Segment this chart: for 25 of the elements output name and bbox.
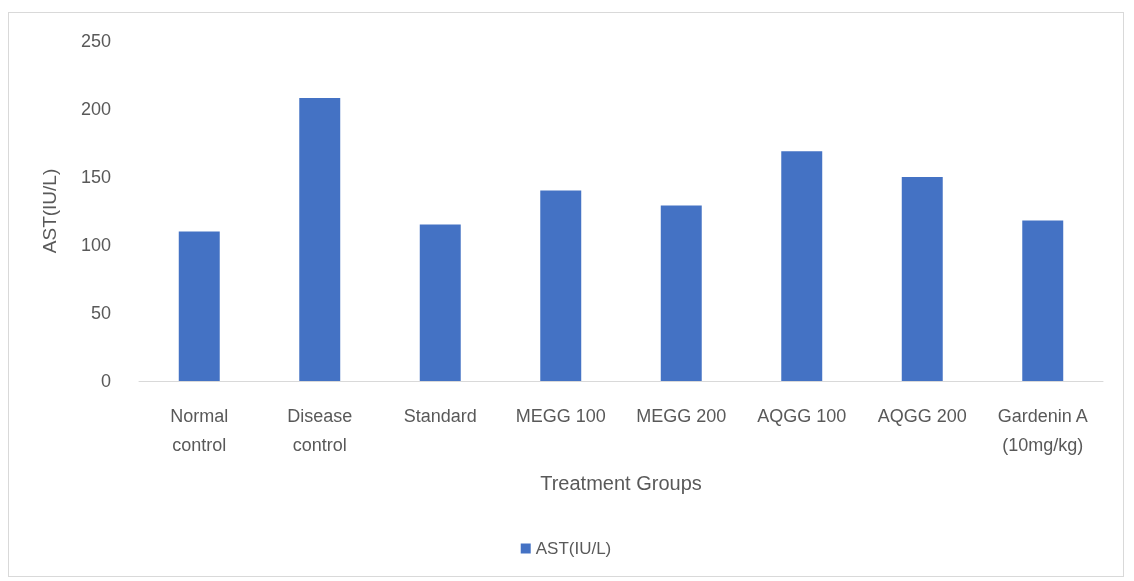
x-tick-label: MEGG 200 xyxy=(636,405,727,426)
y-tick-label: 200 xyxy=(80,99,111,119)
bar xyxy=(901,177,943,381)
bar xyxy=(178,231,220,381)
x-tick-label: Gardenin A (10mg/kg) xyxy=(997,405,1088,455)
y-tick-label: 100 xyxy=(80,235,111,255)
y-tick-label: 0 xyxy=(100,371,111,391)
x-tick-label: MEGG 100 xyxy=(515,405,606,426)
x-tick-label: AQGG 200 xyxy=(877,405,967,426)
x-tick-label: Disease control xyxy=(287,405,353,455)
x-tick-label: Standard xyxy=(403,405,477,426)
x-tick-label: AQGG 100 xyxy=(757,405,847,426)
y-tick-label: 250 xyxy=(80,31,111,51)
bar xyxy=(781,151,823,381)
x-tick-label: Normal control xyxy=(170,405,229,455)
bar xyxy=(660,205,702,381)
y-tick-label: 50 xyxy=(90,303,111,323)
bar xyxy=(419,224,461,381)
y-tick-label: 150 xyxy=(80,167,111,187)
legend-label: AST(IU/L) xyxy=(535,539,612,558)
x-axis-title: Treatment Groups xyxy=(540,472,702,494)
y-axis-title: AST(IU/L) xyxy=(39,168,60,254)
bar xyxy=(299,98,341,381)
bar xyxy=(540,190,582,381)
bar xyxy=(1022,220,1064,381)
